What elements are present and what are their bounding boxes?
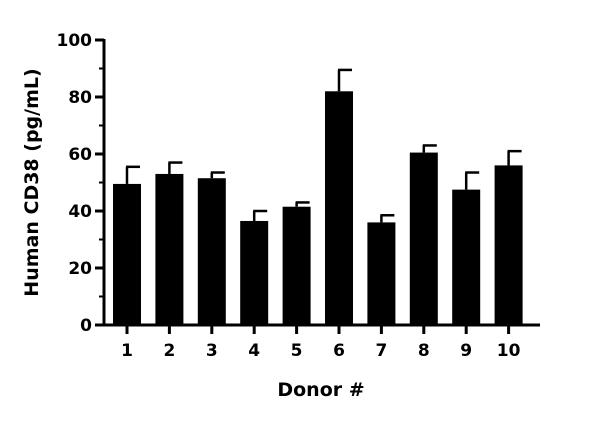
- x-tick-label: 5: [291, 341, 303, 361]
- bar: [197, 178, 226, 325]
- bar: [494, 165, 523, 325]
- bar: [367, 222, 396, 325]
- y-tick-label: 60: [68, 145, 92, 165]
- bars: [113, 68, 523, 325]
- bar: [155, 173, 184, 325]
- x-tick-label: 8: [418, 341, 430, 361]
- x-tick-label: 4: [248, 341, 260, 361]
- bar: [240, 220, 269, 325]
- x-axis: 1 2 3 4 5 6 7 8 9 10: [102, 323, 540, 361]
- bar: [325, 91, 353, 325]
- x-tick-label: 9: [460, 341, 472, 361]
- y-tick-label: 0: [80, 316, 92, 336]
- y-tick-label: 20: [68, 259, 92, 279]
- bar: [113, 183, 141, 325]
- x-tick-label: 2: [163, 341, 175, 361]
- x-tick-label: 7: [375, 341, 387, 361]
- x-tick-label: 6: [333, 341, 345, 361]
- x-tick-label: 1: [121, 341, 133, 361]
- y-axis: 0 20 40 60 80 100: [57, 31, 106, 336]
- y-tick-label: 80: [68, 88, 92, 108]
- bar: [452, 189, 481, 325]
- bar: [282, 206, 311, 325]
- y-tick-label: 100: [57, 31, 93, 51]
- x-axis-title: Donor #: [277, 379, 364, 401]
- y-tick-label: 40: [68, 202, 92, 222]
- y-axis-title: Human CD38 (pg/mL): [21, 68, 43, 296]
- x-tick-label: 3: [206, 341, 218, 361]
- x-tick-label: 10: [497, 341, 521, 361]
- bar: [409, 152, 438, 325]
